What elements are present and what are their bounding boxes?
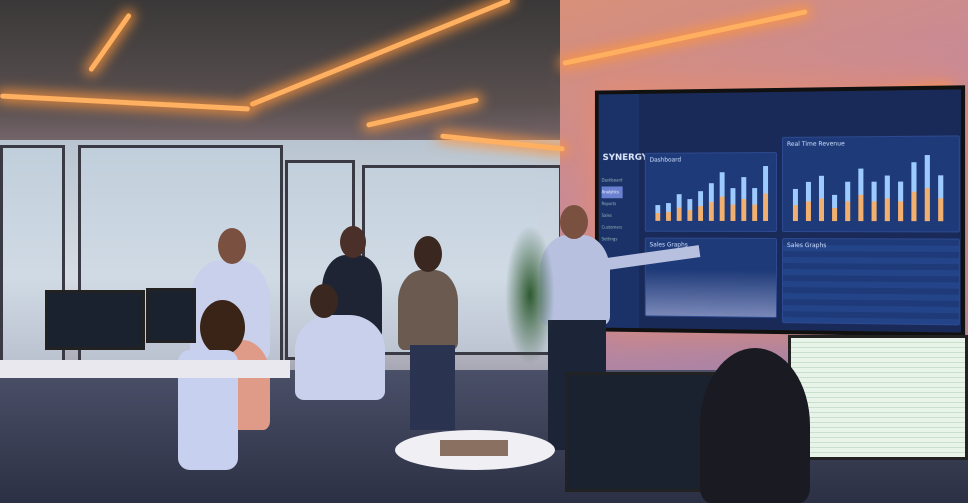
chart-bar xyxy=(763,166,769,221)
chart-bar xyxy=(730,188,736,221)
chart-bar xyxy=(898,181,904,222)
chart-bar xyxy=(741,177,747,221)
chart-bar xyxy=(938,174,944,222)
panel-title: Real Time Revenue xyxy=(786,140,845,148)
panel-title: Dashboard xyxy=(649,156,682,164)
panel-title: Sales Graphs xyxy=(786,242,827,250)
desk xyxy=(0,360,290,378)
chart-bar xyxy=(924,155,930,222)
nav-item[interactable]: Customers xyxy=(601,224,623,230)
chart-bar xyxy=(719,171,725,221)
chart-bar xyxy=(655,204,661,221)
person-head xyxy=(200,300,245,355)
revenue-panel: Dashboard xyxy=(644,151,777,233)
chart-bar xyxy=(884,175,890,222)
nav-item[interactable]: Analytics xyxy=(601,186,623,199)
chart-bar xyxy=(676,193,682,221)
nav-item[interactable]: Reports xyxy=(601,201,617,207)
chart-bar xyxy=(805,181,811,222)
chart-bar xyxy=(845,181,851,222)
desk-monitor xyxy=(45,290,145,350)
person-standing xyxy=(398,270,458,350)
chart-bar xyxy=(792,188,798,222)
chart-bar xyxy=(818,175,825,222)
desk-monitor xyxy=(146,288,196,343)
plant xyxy=(505,225,555,365)
person-head xyxy=(340,226,366,258)
nav-item[interactable]: Settings xyxy=(601,236,618,242)
sales-table-panel: Sales Graphs xyxy=(781,238,960,326)
person-foreground xyxy=(700,348,810,503)
person-head xyxy=(414,236,442,272)
spreadsheet-monitor xyxy=(788,335,968,460)
chart-bar xyxy=(871,181,877,222)
chart-bar xyxy=(832,194,838,222)
person-seated xyxy=(295,315,385,400)
chart-bar xyxy=(698,190,704,221)
person-legs xyxy=(410,345,455,430)
nav-list: Dashboard Analytics Reports Sales Custom… xyxy=(601,175,623,246)
person-head xyxy=(310,284,338,318)
brand-logo: SYNERGY xyxy=(602,152,648,163)
chart-bar xyxy=(666,203,671,221)
chart-bar xyxy=(858,168,864,222)
nav-item[interactable]: Dashboard xyxy=(601,177,623,183)
chart-bar xyxy=(911,161,917,222)
chart-bar xyxy=(752,188,758,221)
chart-bar xyxy=(708,182,714,221)
real-time-revenue-panel: Real Time Revenue xyxy=(781,135,960,233)
nav-item[interactable]: Sales xyxy=(601,212,612,218)
notebook xyxy=(440,440,508,456)
dashboard-display: SYNERGY Dashboard Analytics Reports Sale… xyxy=(594,85,966,337)
chart-bar xyxy=(687,199,693,221)
presenter-head xyxy=(560,205,588,239)
code-monitor xyxy=(565,372,715,492)
person-head xyxy=(218,228,246,264)
